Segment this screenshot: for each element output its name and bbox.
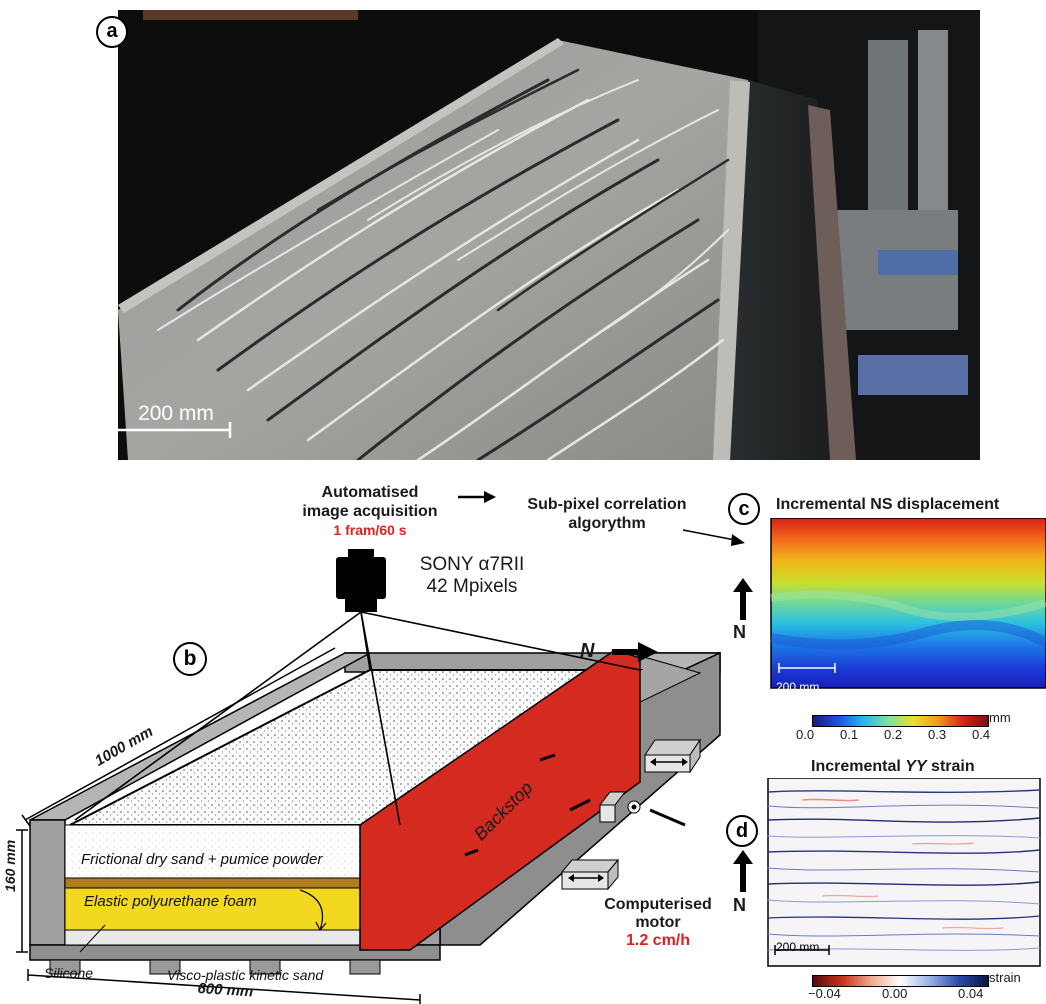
north-label-d: N — [733, 895, 746, 915]
height-label: 160 mm — [2, 839, 18, 892]
panel-label-c: c — [728, 493, 760, 525]
acquisition-line1: Automatised — [321, 484, 419, 501]
layer-foam — [64, 887, 411, 931]
panel-c-title: Incremental NS displacement — [776, 496, 1000, 513]
camera-model: SONY α7RII — [419, 554, 525, 575]
correlation-line1: Sub-pixel correlation — [527, 496, 687, 513]
correlation-label: Sub-pixel correlation algorythm — [502, 495, 712, 533]
photo-scale-label: 200 mm — [138, 402, 214, 425]
strain-colorbar — [812, 975, 989, 987]
panel-d-title-suffix: strain — [926, 758, 975, 775]
acquisition-rate: 1 fram/60 s — [333, 522, 407, 538]
colorbar-c-tick: 0.2 — [884, 727, 903, 742]
motor-assembly — [464, 738, 701, 891]
panel-d-title-italic: YY — [905, 758, 927, 775]
north-arrow-c-icon — [733, 578, 753, 620]
sandbox-diagram — [16, 491, 745, 1004]
panel-label-d: d — [726, 815, 758, 847]
colorbar-c-tick: 0.0 — [796, 727, 815, 742]
panel-d-scale-label: 200 mm — [776, 940, 820, 954]
acquisition-line2: image acquisition — [302, 503, 438, 520]
colorbar-d-tick: −0.04 — [808, 986, 841, 1001]
layer-sand-label: Frictional dry sand + pumice powder — [81, 851, 323, 868]
kinetic-sand-label: Visco-plastic kinetic sand — [167, 967, 324, 983]
panel-label-b: b — [173, 642, 207, 676]
panel-label-a: a — [96, 16, 128, 48]
layer-silicone — [64, 929, 411, 946]
colorbar-d-ticks: −0.04 0.00 0.04 — [808, 986, 1028, 1004]
camera-label: SONY α7RII 42 Mpixels — [402, 554, 542, 598]
motor-label: Computerised motor 1.2 cm/h — [588, 896, 728, 950]
colorbar-c-ticks: 0.0 0.1 0.2 0.3 0.4 — [796, 727, 1006, 745]
panel-d-title: Incremental YY strain — [811, 758, 975, 776]
colorbar-d-tick: 0.04 — [958, 986, 984, 1001]
sandbox-photo — [118, 10, 980, 460]
layer-kinetic-sand — [64, 877, 411, 889]
field-of-view-lines — [74, 611, 641, 826]
motor-speed: 1.2 cm/h — [625, 932, 691, 949]
panel-c-scale-label: 200 mm — [776, 680, 820, 694]
acquisition-label: Automatised image acquisition 1 fram/60 … — [290, 483, 450, 540]
width-label: 600 mm — [196, 980, 254, 1001]
north-arrow-c — [733, 578, 753, 620]
camera-resolution: 42 Mpixels — [426, 576, 518, 597]
north-label-b: N — [580, 640, 595, 662]
panel-d-title-prefix: Incremental — [811, 758, 906, 775]
colorbar-c-unit: mm — [989, 710, 1011, 725]
displacement-colorbar — [812, 715, 989, 727]
displacement-map — [770, 518, 1046, 689]
north-arrow-d-icon — [733, 850, 753, 892]
colorbar-d-tick: 0.00 — [882, 986, 908, 1001]
motor-line2: motor — [635, 914, 681, 931]
layer-foam-label: Elastic polyurethane foam — [84, 893, 257, 910]
colorbar-d-unit: strain — [989, 970, 1021, 985]
camera-icon — [336, 549, 386, 612]
photo-panel: 200 mm — [118, 10, 980, 460]
north-arrow-d — [733, 850, 753, 892]
colorbar-c-tick: 0.1 — [840, 727, 859, 742]
correlation-line2: algorythm — [568, 515, 646, 532]
motor-line1: Computerised — [604, 896, 712, 913]
strain-map — [767, 778, 1041, 967]
north-label-c: N — [733, 622, 746, 642]
colorbar-c-tick: 0.4 — [972, 727, 991, 742]
colorbar-c-tick: 0.3 — [928, 727, 947, 742]
silicone-label: Silicone — [44, 965, 94, 981]
